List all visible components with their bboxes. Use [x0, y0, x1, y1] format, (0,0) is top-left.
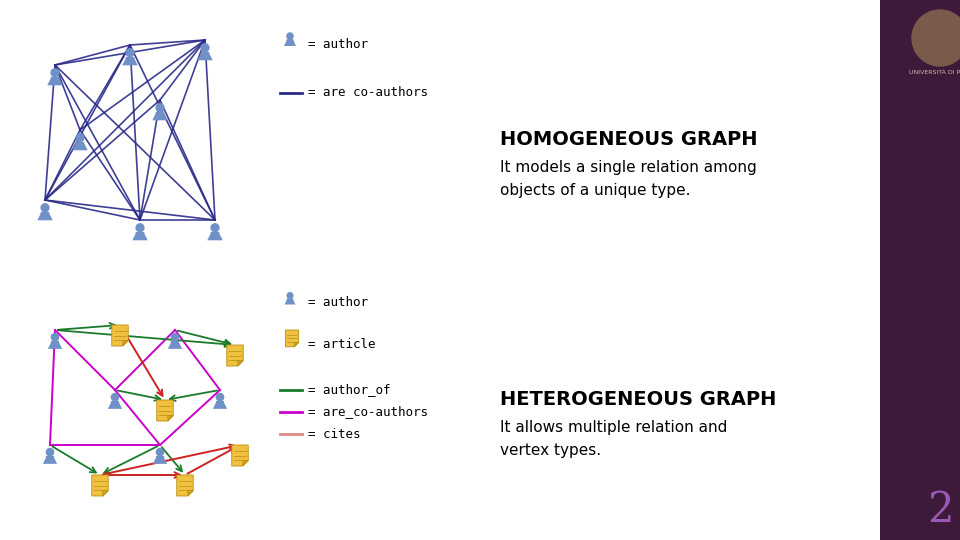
Polygon shape — [156, 457, 163, 458]
Polygon shape — [295, 342, 299, 347]
Circle shape — [111, 394, 119, 401]
Polygon shape — [126, 58, 133, 59]
Polygon shape — [76, 143, 84, 144]
Circle shape — [211, 224, 219, 232]
Polygon shape — [52, 342, 59, 343]
Polygon shape — [136, 233, 144, 234]
Polygon shape — [207, 233, 223, 240]
Text: = article: = article — [308, 339, 375, 352]
Polygon shape — [284, 299, 296, 305]
Circle shape — [201, 44, 209, 52]
Polygon shape — [238, 361, 243, 366]
Polygon shape — [177, 475, 193, 496]
Polygon shape — [123, 341, 129, 346]
Text: It models a single relation among
objects of a unique type.: It models a single relation among object… — [500, 160, 756, 198]
Text: = are co-authors: = are co-authors — [308, 86, 428, 99]
Polygon shape — [231, 445, 249, 466]
Circle shape — [136, 224, 144, 232]
Text: It allows multiple relation and
vertex types.: It allows multiple relation and vertex t… — [500, 420, 728, 458]
Polygon shape — [51, 78, 59, 79]
Polygon shape — [43, 457, 58, 464]
Text: HETEROGENEOUS GRAPH: HETEROGENEOUS GRAPH — [500, 390, 777, 409]
Polygon shape — [188, 491, 193, 496]
Polygon shape — [287, 40, 293, 41]
Circle shape — [912, 10, 960, 66]
Bar — [880, 0, 960, 540]
Polygon shape — [168, 342, 182, 349]
Polygon shape — [103, 491, 108, 496]
Text: = author: = author — [308, 296, 368, 309]
Text: = cites: = cites — [308, 428, 361, 441]
Polygon shape — [227, 345, 243, 366]
Polygon shape — [108, 402, 122, 409]
Polygon shape — [284, 40, 296, 46]
Polygon shape — [153, 457, 167, 464]
Polygon shape — [132, 233, 148, 240]
Polygon shape — [172, 342, 179, 343]
Polygon shape — [156, 400, 173, 421]
Polygon shape — [41, 213, 49, 214]
Text: HOMOGENEOUS GRAPH: HOMOGENEOUS GRAPH — [500, 130, 757, 149]
Polygon shape — [72, 143, 87, 150]
Polygon shape — [213, 402, 228, 409]
Polygon shape — [216, 402, 224, 403]
Polygon shape — [111, 402, 119, 403]
Circle shape — [41, 204, 49, 212]
Circle shape — [76, 134, 84, 141]
Circle shape — [156, 449, 163, 456]
Circle shape — [172, 334, 179, 341]
Text: 2: 2 — [926, 489, 953, 531]
Polygon shape — [202, 52, 209, 55]
Circle shape — [126, 49, 133, 57]
Polygon shape — [243, 461, 249, 466]
Polygon shape — [122, 58, 137, 65]
Polygon shape — [92, 475, 108, 496]
Circle shape — [46, 449, 54, 456]
Text: = author_of: = author_of — [308, 383, 391, 396]
Polygon shape — [156, 113, 164, 114]
Circle shape — [156, 104, 164, 112]
Polygon shape — [285, 330, 299, 347]
Text: = are_co-authors: = are_co-authors — [308, 406, 428, 419]
Circle shape — [287, 293, 293, 298]
Circle shape — [52, 334, 59, 341]
Polygon shape — [37, 213, 53, 220]
Polygon shape — [153, 113, 168, 120]
Circle shape — [216, 394, 224, 401]
Polygon shape — [287, 299, 293, 300]
Polygon shape — [168, 416, 173, 421]
Polygon shape — [47, 78, 62, 85]
Polygon shape — [211, 233, 219, 234]
Polygon shape — [111, 325, 129, 346]
Polygon shape — [198, 52, 213, 60]
Text: = author: = author — [308, 38, 368, 51]
Polygon shape — [46, 457, 54, 458]
Text: UNIVERSITÀ DI PISA: UNIVERSITÀ DI PISA — [909, 70, 960, 75]
Circle shape — [287, 33, 293, 39]
Circle shape — [51, 69, 59, 77]
Polygon shape — [48, 342, 62, 349]
